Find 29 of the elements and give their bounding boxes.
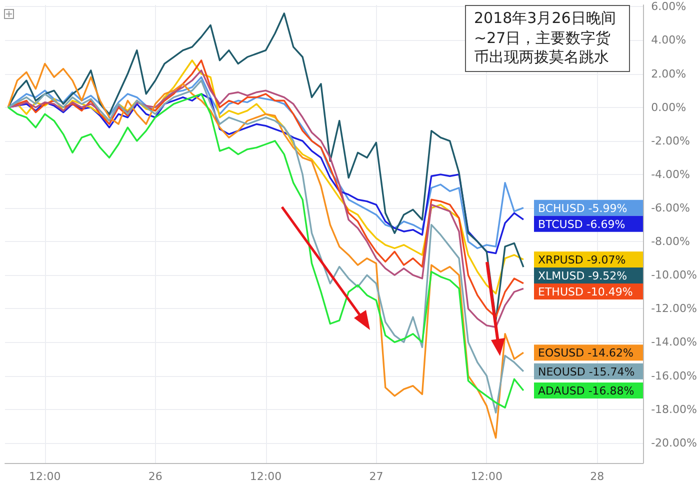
x-tick-label: 27 — [369, 470, 384, 483]
x-tick-label: 12:00 — [29, 470, 61, 483]
text: XRPUSD -9.07% — [538, 254, 626, 266]
text: BCHUSD -5.99% — [538, 202, 628, 215]
x-tick-label: 12:00 — [250, 470, 282, 483]
y-tick-label: -8.00% — [651, 235, 690, 248]
y-tick-label: -4.00% — [651, 168, 690, 181]
y-tick-label: -12.00% — [651, 302, 698, 316]
y-tick-label: -10.00% — [651, 268, 698, 282]
x-tick-label: 28 — [590, 470, 604, 483]
text: EOSUSD -14.62% — [538, 346, 634, 360]
text: ETHUSD -10.49% — [538, 286, 633, 298]
y-tick-label: -6.00% — [651, 201, 690, 214]
x-tick-label: 12:00 — [470, 470, 502, 483]
y-tick-label: 6.00% — [651, 0, 686, 14]
y-tick-label: 0.00% — [651, 100, 686, 114]
text: BTCUSD -6.69% — [538, 218, 626, 231]
y-tick-label: -2.00% — [651, 134, 690, 148]
y-tick-label: -16.00% — [651, 369, 698, 382]
y-tick-label: -14.00% — [651, 336, 698, 349]
text: NEOUSD -15.74% — [538, 365, 635, 378]
y-tick-label: -18.00% — [651, 402, 698, 416]
y-tick-label: 2.00% — [651, 67, 686, 80]
x-tick-label: 26 — [148, 470, 162, 483]
annotation: 2018年3月26日晚间~27日，主要数字货币出现两拨莫名跳水 — [474, 9, 617, 68]
y-tick-label: 4.00% — [651, 34, 686, 47]
text: ADAUSD -16.88% — [538, 384, 634, 398]
y-tick-label: -20.00% — [651, 436, 698, 450]
text: XLMUSD -9.52% — [538, 270, 628, 282]
